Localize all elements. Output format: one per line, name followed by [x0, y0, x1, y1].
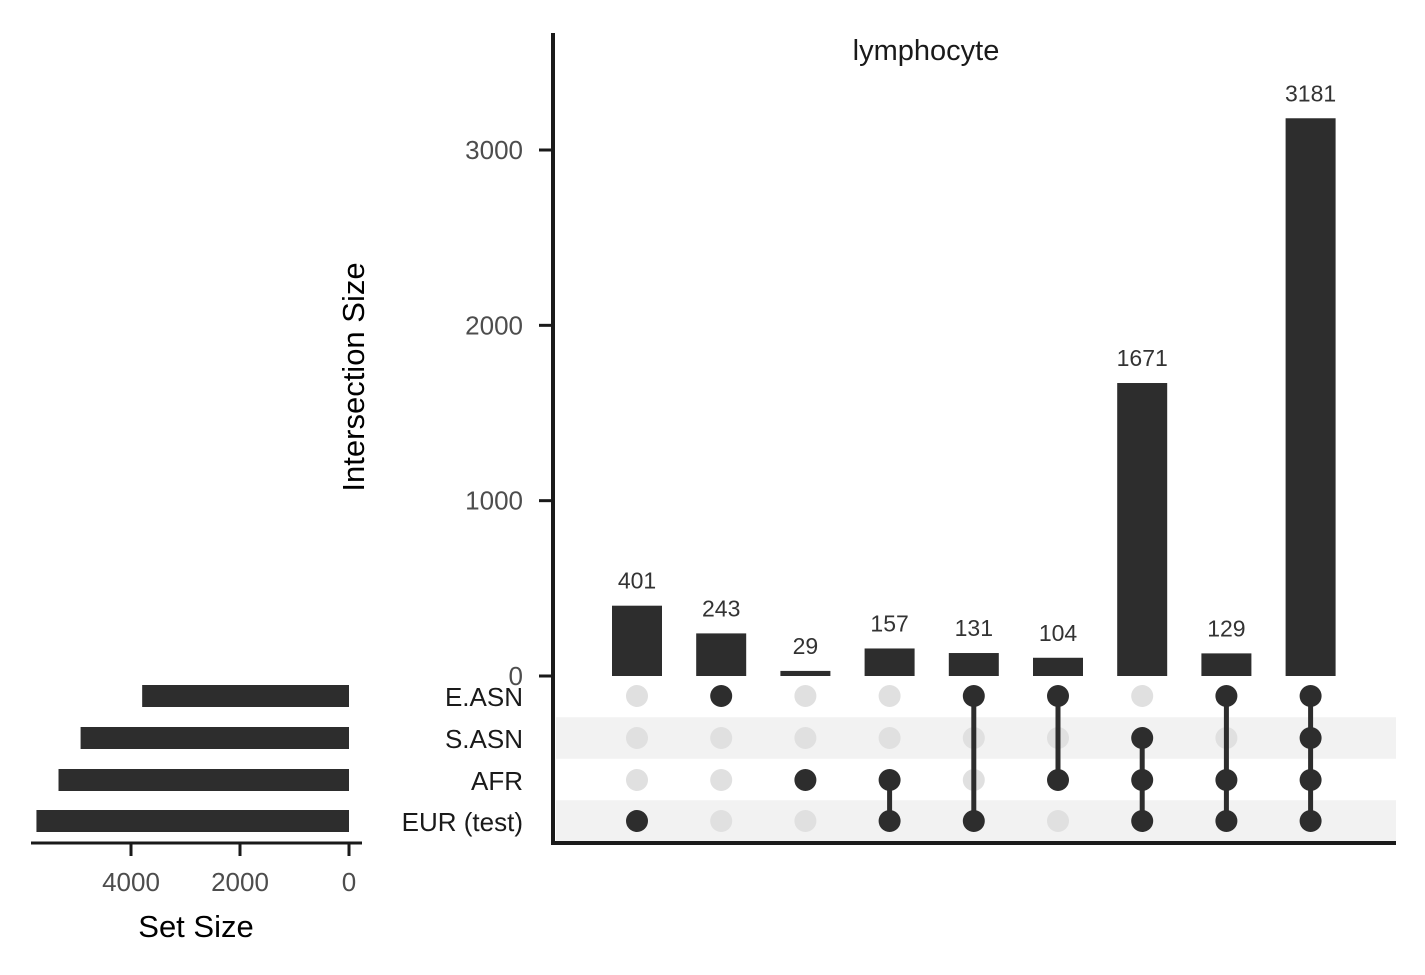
set-size-bar: [36, 810, 349, 832]
active-dot: [878, 769, 901, 791]
set-label: E.ASN: [445, 682, 523, 712]
y-tick-label: 0: [509, 661, 523, 691]
intersection-bar: [1033, 657, 1083, 676]
active-dot: [1047, 685, 1069, 707]
active-dot: [1131, 810, 1154, 832]
intersection-bar: [696, 633, 747, 676]
inactive-dot: [794, 810, 817, 832]
intersection-bar: [948, 653, 999, 676]
inactive-dot: [710, 769, 733, 791]
set-size-bar: [58, 769, 349, 791]
intersection-bar: [1117, 383, 1168, 676]
active-dot: [962, 810, 985, 832]
inactive-dot: [626, 685, 648, 707]
bar-value-label: 104: [1039, 620, 1078, 646]
intersection-bar: [780, 670, 831, 676]
set-label: S.ASN: [445, 724, 523, 754]
set-size-bar: [80, 727, 350, 749]
bar-value-label: 129: [1207, 615, 1245, 641]
active-dot: [1299, 727, 1322, 749]
inactive-dot: [794, 685, 817, 707]
set-label: EUR (test): [402, 807, 523, 837]
chart-title: lymphocyte: [853, 35, 1000, 67]
bar-value-label: 157: [870, 610, 908, 636]
inactive-dot: [1131, 685, 1154, 707]
intersection-bar: [1201, 653, 1252, 676]
set-labels: E.ASN S.ASN AFR EUR (test): [402, 682, 523, 837]
active-dot: [1299, 810, 1322, 832]
inactive-dot: [626, 769, 648, 791]
inactive-dot: [710, 727, 733, 749]
set-size-axis-title: Set Size: [138, 909, 253, 944]
set-size-tick-label: 2000: [211, 867, 269, 897]
set-size-bars: 4000 2000 0: [31, 685, 362, 897]
y-axis-title: Intersection Size: [336, 262, 371, 491]
active-dot: [1131, 727, 1154, 749]
inactive-dot: [794, 727, 817, 749]
inactive-dot: [1047, 810, 1069, 832]
bar-value-label: 29: [793, 633, 819, 659]
bar-value-label: 401: [618, 568, 656, 594]
inactive-dot: [878, 727, 901, 749]
set-size-bar: [142, 685, 349, 707]
active-dot: [1131, 769, 1154, 791]
intersection-bar: [864, 648, 915, 676]
active-dot: [1215, 685, 1238, 707]
bar-value-label: 1671: [1117, 345, 1168, 371]
active-dot: [1215, 769, 1238, 791]
active-dot: [962, 685, 985, 707]
active-dot: [626, 810, 648, 832]
active-dot: [1299, 685, 1322, 707]
set-label: AFR: [471, 766, 523, 796]
intersection-bar: [612, 605, 662, 676]
active-dot: [1215, 810, 1238, 832]
set-size-tick-label: 4000: [102, 867, 160, 897]
active-dot: [1047, 769, 1069, 791]
y-tick-label: 2000: [465, 310, 523, 340]
intersection-bars: 401 243 29 157 131 104 1671 129 3181: [612, 80, 1336, 677]
active-dot: [878, 810, 901, 832]
y-tick-label: 3000: [465, 135, 523, 165]
y-tick-label: 1000: [465, 486, 523, 516]
bar-value-label: 243: [702, 595, 740, 621]
set-size-tick-label: 0: [342, 867, 356, 897]
inactive-dot: [710, 810, 733, 832]
membership-matrix: [626, 685, 1322, 832]
y-axis: 0 1000 2000 3000: [465, 33, 1396, 845]
intersection-bar: [1285, 118, 1336, 677]
active-dot: [710, 685, 733, 707]
inactive-dot: [878, 685, 901, 707]
active-dot: [794, 769, 817, 791]
bar-value-label: 3181: [1285, 80, 1336, 106]
bar-value-label: 131: [955, 615, 993, 641]
active-dot: [1299, 769, 1322, 791]
inactive-dot: [626, 727, 648, 749]
